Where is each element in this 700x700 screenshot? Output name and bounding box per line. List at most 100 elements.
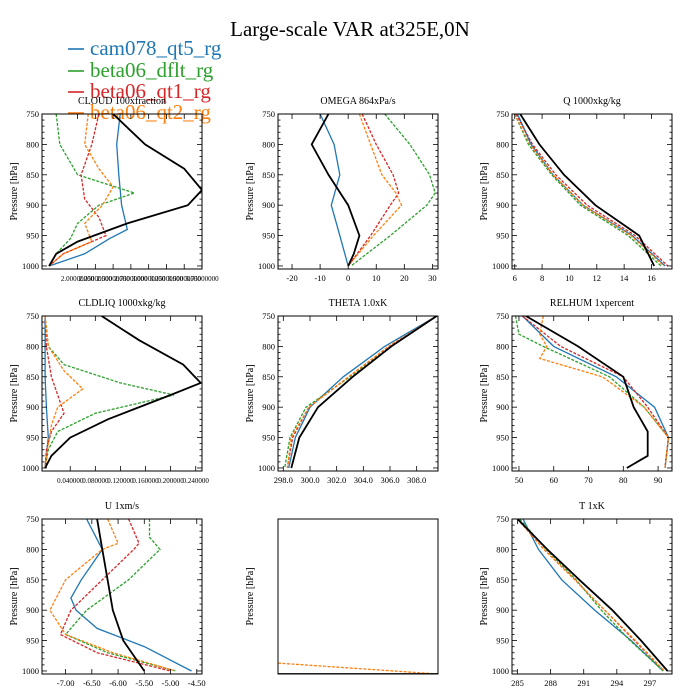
series-line [347,114,400,267]
panels: CLOUD 100xfraction75080085090095010002.0… [9,96,673,688]
series-line [48,114,129,267]
x-tick-label: 3.00000000 [132,275,166,283]
chart-panel: Q 1000xkg/kg 750 800 850 900 950 1000 6 8 10 12 14 1… [479,96,673,283]
x-tick-label: 0.040000 [57,477,84,485]
series-line [278,662,438,674]
y-tick-label: 800 [26,139,39,149]
x-tick-label: 298.0 [274,475,293,485]
y-axis-label: Pressure [hPa] [245,364,256,422]
y-tick-label: 850 [26,170,39,180]
axes-frame [277,518,439,675]
panel-title: CLOUD 100xfraction [78,96,166,107]
series-group [49,519,192,672]
x-tick-label: 285 [511,678,524,688]
y-tick-label: 800 [496,544,509,554]
y-tick-label: 750 [496,514,509,524]
series-line [48,114,137,267]
y-tick-label: 1000 [492,261,509,271]
x-tick-label: 294 [610,678,624,688]
y-tick-label: 850 [496,575,509,585]
y-tick-label: 800 [26,341,39,351]
y-axis-label: Pressure [hPa] [9,364,20,422]
series-line [310,114,361,267]
x-tick-label: 306.0 [380,475,399,485]
y-tick-label: 900 [262,200,275,210]
series-group [284,316,438,469]
y-tick-label: 900 [262,402,275,412]
series-line [519,519,664,672]
series-group [44,316,202,469]
x-tick-label: 304.0 [354,475,373,485]
series-line [514,114,662,267]
x-tick-label: -10 [314,273,325,283]
y-tick-label: 950 [26,231,39,241]
series-line [49,519,176,672]
y-tick-label: 850 [262,372,275,382]
legend-entry: beta06_qt2_rg [68,100,211,124]
chart-panel: OMEGA 864xPa/s 750 800 850 900 950 1000 -20 -10 0… [245,96,439,283]
y-tick-label: 950 [496,433,509,443]
axes-frame [511,518,673,675]
y-tick-label: 800 [496,139,509,149]
x-tick-label: 291 [577,678,590,688]
chart-panel: THETA 1.0xK 750 800 850 900 950 1000 298.0 300.0… [245,298,439,485]
panel-title: THETA 1.0xK [329,298,388,309]
series-line [525,316,649,469]
x-tick-label: 14 [620,273,629,283]
series-line [538,316,670,469]
x-tick-label: 70 [584,475,593,485]
y-tick-label: 950 [262,231,275,241]
axes-frame [277,113,439,270]
y-tick-label: 850 [496,170,509,180]
series-line [48,114,107,267]
x-tick-label: 2.25000000 [79,275,113,283]
y-tick-label: 800 [496,341,509,351]
series-line [521,316,670,469]
panel-title: U 1xm/s [105,501,139,512]
axes-frame [41,315,203,472]
x-tick-label: -7.00 [57,678,75,688]
series-group [48,114,202,267]
series-line [44,316,174,469]
series-line [286,316,438,469]
x-tick-label: -4.50 [188,678,206,688]
y-tick-label: 750 [26,514,39,524]
y-tick-label: 750 [496,311,509,321]
y-tick-label: 800 [262,341,275,351]
chart-panel: Pressure [hPa] [245,518,439,675]
axes-frame [41,113,203,270]
legend-entry: beta06_dflt_rg [68,58,214,82]
x-tick-label: 2.75000000 [114,275,148,283]
legend: cam078_qt5_rgbeta06_dflt_rgbeta06_qt1_rg… [68,36,222,124]
series-line [284,316,438,469]
series-line [290,316,438,469]
series-line [319,114,349,267]
y-tick-label: 1000 [22,463,39,473]
y-axis-label: Pressure [hPa] [479,162,490,220]
x-tick-label: 60 [549,475,558,485]
x-tick-label: -6.00 [109,678,127,688]
x-tick-label: 0.200000 [158,477,185,485]
legend-label: beta06_qt1_rg [90,79,211,103]
x-tick-label: 10 [565,273,574,283]
y-axis-label: Pressure [hPa] [245,162,256,220]
y-tick-label: 800 [26,544,39,554]
chart-panel: RELHUM 1xpercent 750 800 850 900 950 1000 50 60 7… [479,298,673,485]
x-tick-label: 300.0 [300,475,319,485]
figure-title: Large-scale VAR at325E,0N [230,17,470,41]
y-tick-label: 1000 [492,666,509,676]
series-line [516,519,669,672]
x-tick-label: -5.00 [162,678,180,688]
series-line [64,519,176,672]
chart-panel: U 1xm/s 750 800 850 900 950 1000 -7.00 -6.50 -6.0… [9,501,206,688]
y-tick-label: 900 [26,402,39,412]
series-group [516,519,669,672]
y-tick-label: 950 [26,636,39,646]
x-tick-label: 3.75000000 [185,275,219,283]
series-line [515,114,669,267]
x-tick-label: 302.0 [327,475,346,485]
y-axis-label: Pressure [hPa] [479,364,490,422]
chart-panel: CLOUD 100xfraction 750 800 850 900 950 1000 2.0… [9,96,219,283]
y-tick-label: 1000 [258,261,275,271]
series-line [44,316,49,469]
